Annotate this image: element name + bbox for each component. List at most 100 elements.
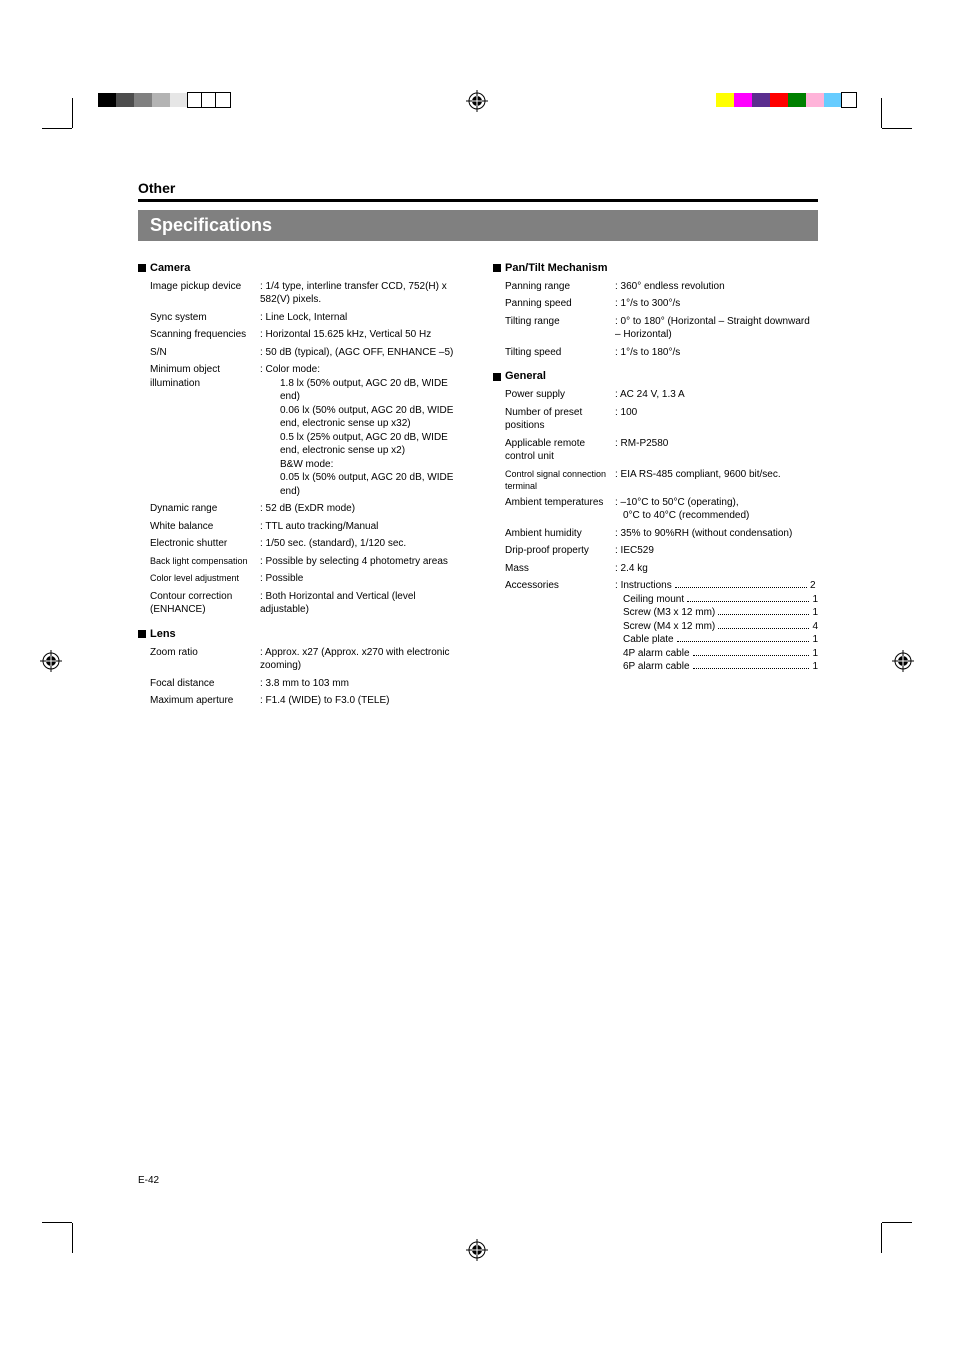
spec-group-header: Pan/Tilt Mechanism xyxy=(493,261,818,276)
spec-label: Sync system xyxy=(150,311,260,325)
spec-row: Back light compensation: Possible by sel… xyxy=(138,555,463,569)
spec-label: Scanning frequencies xyxy=(150,328,260,342)
spec-value: : 50 dB (typical), (AGC OFF, ENHANCE –5) xyxy=(260,346,463,360)
spec-row: Number of preset positions: 100 xyxy=(493,406,818,433)
spec-label: Tilting range xyxy=(505,315,615,342)
color-swatch xyxy=(188,93,202,107)
spec-label: Image pickup device xyxy=(150,280,260,307)
color-swatch xyxy=(716,93,734,107)
spec-row: Panning range: 360° endless revolution xyxy=(493,280,818,294)
spec-row: Maximum aperture: F1.4 (WIDE) to F3.0 (T… xyxy=(138,694,463,708)
spec-row: Zoom ratio: Approx. x27 (Approx. x270 wi… xyxy=(138,646,463,673)
spec-row: Minimum object illumination: Color mode:… xyxy=(138,363,463,498)
spec-value: : AC 24 V, 1.3 A xyxy=(615,388,818,402)
spec-label: White balance xyxy=(150,520,260,534)
spec-label: Mass xyxy=(505,562,615,576)
spec-label: Panning speed xyxy=(505,297,615,311)
section-label: Other xyxy=(138,180,818,196)
left-column: Camera Image pickup device: 1/4 type, int… xyxy=(138,251,463,712)
color-swatch xyxy=(770,93,788,107)
spec-label: Power supply xyxy=(505,388,615,402)
crop-mark xyxy=(881,1223,882,1253)
spec-row: Panning speed: 1°/s to 300°/s xyxy=(493,297,818,311)
registration-mark-icon xyxy=(40,650,62,672)
spec-row: Ambient temperatures: –10°C to 50°C (ope… xyxy=(493,496,818,523)
spec-label: Minimum object illumination xyxy=(150,363,260,498)
spec-row: Control signal connection terminal: EIA … xyxy=(493,468,818,492)
crop-mark xyxy=(72,98,73,128)
spec-row: White balance: TTL auto tracking/Manual xyxy=(138,520,463,534)
spec-label: Ambient humidity xyxy=(505,527,615,541)
spec-value: : 100 xyxy=(615,406,818,433)
spec-row: Drip-proof property: IEC529 xyxy=(493,544,818,558)
color-bar-right xyxy=(716,93,856,107)
spec-row: Accessories: Instructions2Ceiling mount1… xyxy=(493,579,818,674)
crop-mark xyxy=(882,1222,912,1223)
spec-group-header: Camera xyxy=(138,261,463,276)
color-swatch xyxy=(98,93,116,107)
spec-label: Applicable remote control unit xyxy=(505,437,615,464)
color-bar-left xyxy=(98,93,230,107)
color-swatch xyxy=(842,93,856,107)
spec-value: : 3.8 mm to 103 mm xyxy=(260,677,463,691)
spec-value: : Line Lock, Internal xyxy=(260,311,463,325)
spec-value: : 1°/s to 300°/s xyxy=(615,297,818,311)
spec-label: Number of preset positions xyxy=(505,406,615,433)
page-content: Other Specifications Camera Image pickup … xyxy=(138,180,818,712)
spec-value: : IEC529 xyxy=(615,544,818,558)
registration-mark-icon xyxy=(892,650,914,672)
spec-value: : 2.4 kg xyxy=(615,562,818,576)
spec-value: : 1/4 type, interline transfer CCD, 752(… xyxy=(260,280,463,307)
crop-mark xyxy=(42,1222,72,1223)
spec-value: : 360° endless revolution xyxy=(615,280,818,294)
page-number: E-42 xyxy=(138,1175,159,1186)
crop-mark xyxy=(42,128,72,129)
spec-label: Focal distance xyxy=(150,677,260,691)
spec-row: S/N: 50 dB (typical), (AGC OFF, ENHANCE … xyxy=(138,346,463,360)
title-divider xyxy=(138,199,818,202)
spec-value: : EIA RS-485 compliant, 9600 bit/sec. xyxy=(615,468,818,492)
spec-value: : RM-P2580 xyxy=(615,437,818,464)
spec-row: Dynamic range: 52 dB (ExDR mode) xyxy=(138,502,463,516)
spec-group-header: General xyxy=(493,369,818,384)
spec-group-header: Lens xyxy=(138,627,463,642)
color-swatch xyxy=(134,93,152,107)
color-swatch xyxy=(116,93,134,107)
spec-value: : –10°C to 50°C (operating),0°C to 40°C … xyxy=(615,496,818,523)
spec-label: Drip-proof property xyxy=(505,544,615,558)
spec-value: : 0° to 180° (Horizontal – Straight down… xyxy=(615,315,818,342)
spec-label: S/N xyxy=(150,346,260,360)
spec-row: Focal distance: 3.8 mm to 103 mm xyxy=(138,677,463,691)
crop-mark xyxy=(881,98,882,128)
spec-row: Electronic shutter: 1/50 sec. (standard)… xyxy=(138,537,463,551)
spec-value: : Color mode:1.8 lx (50% output, AGC 20 … xyxy=(260,363,463,498)
spec-value: : Horizontal 15.625 kHz, Vertical 50 Hz xyxy=(260,328,463,342)
spec-value: : 52 dB (ExDR mode) xyxy=(260,502,463,516)
crop-mark xyxy=(72,1223,73,1253)
spec-value: : 1°/s to 180°/s xyxy=(615,346,818,360)
spec-label: Electronic shutter xyxy=(150,537,260,551)
spec-value: : F1.4 (WIDE) to F3.0 (TELE) xyxy=(260,694,463,708)
right-column: Pan/Tilt Mechanism Panning range: 360° en… xyxy=(493,251,818,712)
spec-value: : 35% to 90%RH (without condensation) xyxy=(615,527,818,541)
spec-row: Contour correction (ENHANCE): Both Horiz… xyxy=(138,590,463,617)
spec-value: : Approx. x27 (Approx. x270 with electro… xyxy=(260,646,463,673)
spec-row: Power supply: AC 24 V, 1.3 A xyxy=(493,388,818,402)
spec-label: Control signal connection terminal xyxy=(505,468,615,492)
spec-row: Sync system: Line Lock, Internal xyxy=(138,311,463,325)
color-swatch xyxy=(734,93,752,107)
page-title: Specifications xyxy=(138,210,818,241)
spec-row: Image pickup device: 1/4 type, interline… xyxy=(138,280,463,307)
color-swatch xyxy=(170,93,188,107)
spec-value: : 1/50 sec. (standard), 1/120 sec. xyxy=(260,537,463,551)
color-swatch xyxy=(806,93,824,107)
color-swatch xyxy=(824,93,842,107)
color-swatch xyxy=(152,93,170,107)
spec-label: Color level adjustment xyxy=(150,572,260,586)
color-swatch xyxy=(216,93,230,107)
spec-row: Tilting speed: 1°/s to 180°/s xyxy=(493,346,818,360)
spec-row: Ambient humidity: 35% to 90%RH (without … xyxy=(493,527,818,541)
spec-label: Accessories xyxy=(505,579,615,674)
spec-value: : Possible by selecting 4 photometry are… xyxy=(260,555,463,569)
spec-value: : Both Horizontal and Vertical (level ad… xyxy=(260,590,463,617)
